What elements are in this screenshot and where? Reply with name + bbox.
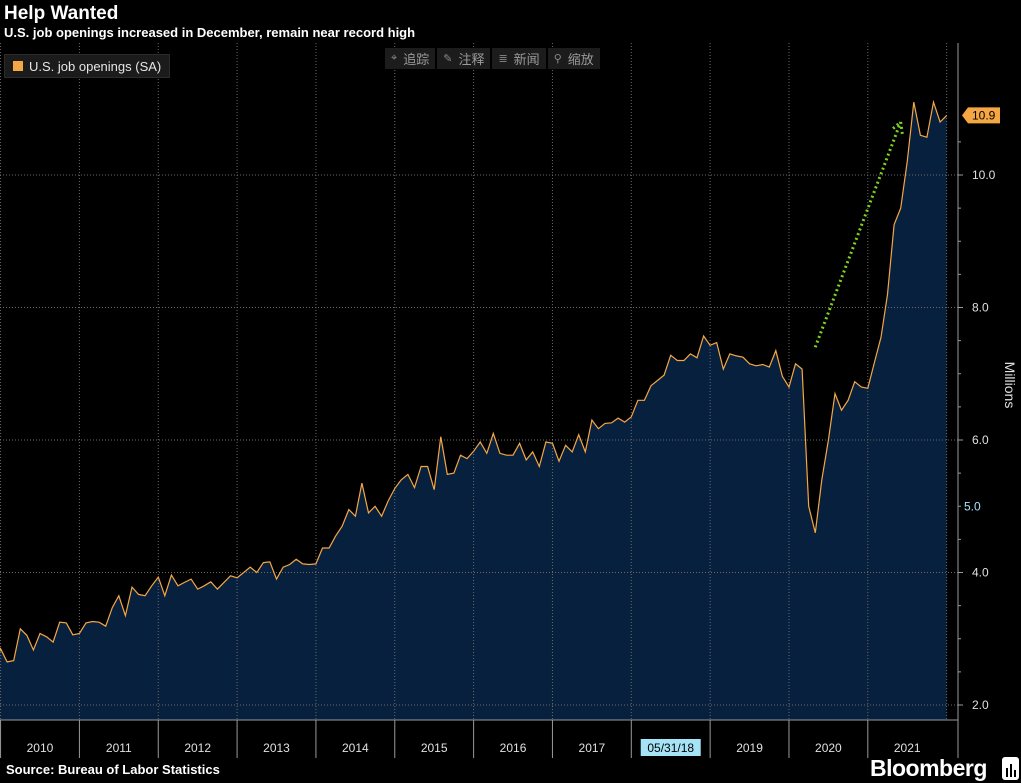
annotate-label: 注释 — [458, 52, 485, 67]
bloomberg-logo: Bloomberg — [870, 755, 987, 781]
hover-y-label: 5.0 — [964, 499, 981, 513]
x-tick-label: 2021 — [894, 741, 921, 755]
legend[interactable]: U.S. job openings (SA) — [4, 54, 171, 78]
zoom-icon: ⚲ — [553, 53, 562, 65]
chart-subtitle: U.S. job openings increased in December,… — [4, 25, 416, 40]
y-tick-label: 6.0 — [972, 433, 989, 447]
y-tick-label: 10.0 — [972, 168, 996, 182]
x-tick-label: 2014 — [342, 741, 369, 755]
hover-y-bg — [963, 498, 983, 514]
series-line — [0, 99, 948, 663]
track-button[interactable]: ⌖ 追踪 — [385, 48, 436, 69]
news-button[interactable]: ≣ 新闻 — [492, 48, 546, 69]
track-label: 追踪 — [403, 52, 430, 67]
hover-x-bg — [640, 739, 701, 756]
y-axis-title: Millions — [1002, 362, 1018, 409]
x-tick-label: 2019 — [736, 741, 763, 755]
y-tick-label: 8.0 — [972, 301, 989, 315]
y-tick-label: 2.0 — [972, 698, 989, 712]
x-tick-label: 2015 — [421, 741, 448, 755]
zoom-button[interactable]: ⚲ 缩放 — [547, 48, 600, 69]
legend-swatch — [13, 61, 23, 71]
x-tick-label: 2020 — [815, 741, 842, 755]
x-tick-label: 2016 — [500, 741, 527, 755]
chart-title: Help Wanted — [4, 3, 119, 24]
x-tick-label: 2012 — [184, 741, 211, 755]
hover-x-label: 05/31/18 — [647, 741, 694, 755]
x-tick-label: 2011 — [106, 741, 132, 755]
annotate-button[interactable]: ✎ 注释 — [437, 48, 491, 69]
x-tick-label: 2010 — [27, 741, 54, 755]
x-tick-label: 2013 — [263, 741, 290, 755]
news-label: 新闻 — [513, 52, 540, 67]
pencil-icon: ✎ — [443, 53, 453, 65]
y-tick-label: 4.0 — [972, 566, 989, 580]
chart-toolbar: ⌖ 追踪 ✎ 注释 ≣ 新闻 ⚲ 缩放 — [385, 48, 600, 69]
source-note: Source: Bureau of Labor Statistics — [6, 762, 220, 777]
bloomberg-terminal-icon — [1002, 757, 1019, 780]
news-icon: ≣ — [498, 53, 508, 65]
x-tick-label: 2017 — [579, 741, 606, 755]
crosshair-icon: ⌖ — [391, 52, 398, 64]
last-value-badge — [962, 107, 1000, 124]
legend-label: U.S. job openings (SA) — [29, 58, 162, 74]
last-value-label: 10.9 — [972, 108, 996, 122]
annotation-arrow-line — [813, 121, 903, 348]
zoom-label: 缩放 — [567, 52, 594, 67]
